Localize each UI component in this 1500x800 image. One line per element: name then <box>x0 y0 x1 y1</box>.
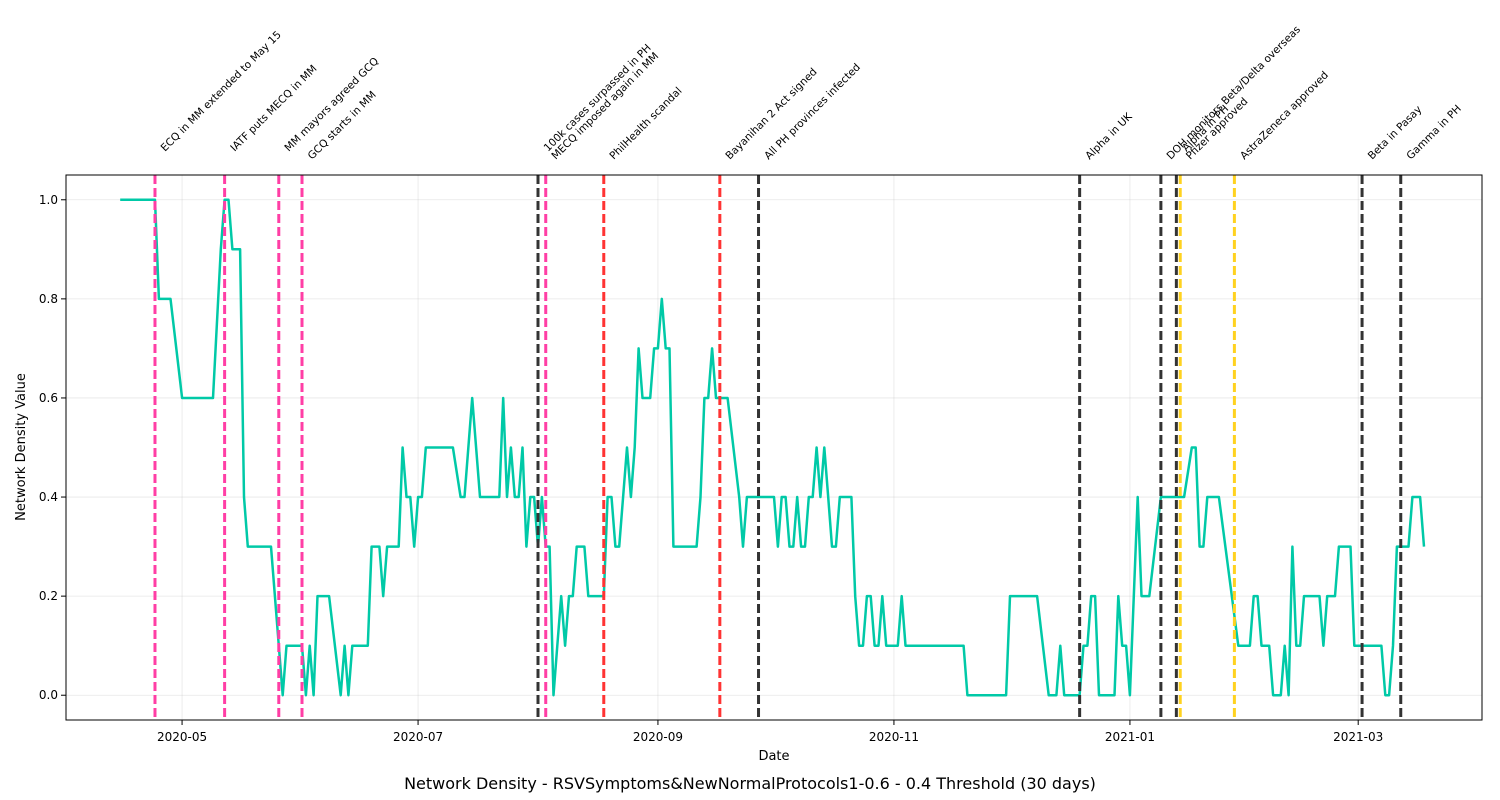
y-tick-label: 0.6 <box>39 391 58 405</box>
chart-title: Network Density - RSVSymptoms&NewNormalP… <box>404 774 1096 793</box>
y-tick-label: 0.0 <box>39 688 58 702</box>
x-tick-label: 2020-09 <box>633 730 683 744</box>
y-tick-label: 0.2 <box>39 589 58 603</box>
x-tick-label: 2020-07 <box>393 730 443 744</box>
y-tick-label: 1.0 <box>39 193 58 207</box>
y-axis-label: Network Density Value <box>14 373 29 521</box>
series-layer <box>120 198 1426 697</box>
x-tick-label: 2020-05 <box>157 730 207 744</box>
y-tick-label: 0.8 <box>39 292 58 306</box>
x-tick-label: 2020-11 <box>869 730 919 744</box>
series-line <box>120 198 1426 697</box>
tick-layer: 2020-05 2020-07 2020-09 2020-11 2021-01 2021-… <box>39 193 1383 744</box>
plot-frame <box>65 174 1483 721</box>
x-tick-label: 2021-03 <box>1333 730 1383 744</box>
x-tick-label: 2021-01 <box>1105 730 1155 744</box>
x-axis-label: Date <box>758 749 789 764</box>
y-tick-label: 0.4 <box>39 490 58 504</box>
